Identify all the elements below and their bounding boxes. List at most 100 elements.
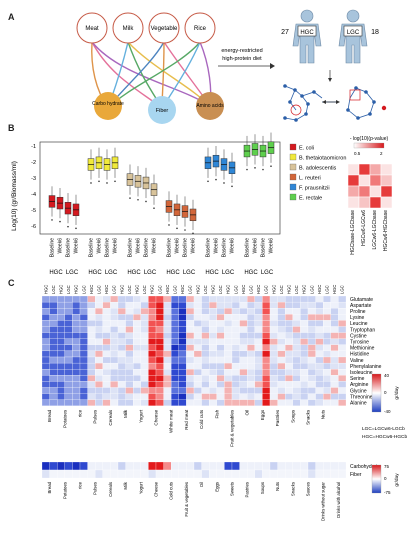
heatmap-cell xyxy=(262,387,271,394)
group-label: HGC xyxy=(150,285,155,294)
heatmap-cell xyxy=(201,344,210,352)
bottom-heatmap-cell xyxy=(323,469,331,479)
heatmap-cell xyxy=(140,344,149,352)
heatmap-cell xyxy=(224,326,233,333)
heatmap-cell xyxy=(125,338,134,345)
group-label: LGC xyxy=(188,285,193,294)
heatmap-cell xyxy=(178,320,187,327)
heatmap-cell xyxy=(285,344,293,352)
heatmap-cell xyxy=(133,326,141,333)
heatmap-cell xyxy=(186,301,195,309)
heatmap-cell xyxy=(254,393,263,400)
heatmap-cell xyxy=(209,326,217,333)
heatmap-cell xyxy=(72,344,81,352)
heatmap-cell xyxy=(338,332,347,339)
heatmap-cell xyxy=(178,375,187,382)
heatmap-cell xyxy=(201,381,210,388)
heatmap-cell xyxy=(117,338,126,345)
heatmap-cell xyxy=(216,338,225,345)
group-label: HGC xyxy=(287,285,292,294)
heatmap-cell xyxy=(262,301,271,309)
heatmap-cell xyxy=(171,356,179,364)
heatmap-cell xyxy=(148,381,157,388)
heat-cell xyxy=(369,185,382,198)
heatmap-cell xyxy=(87,338,96,345)
bottom-heatmap-cell xyxy=(133,469,141,479)
heatmap-cell xyxy=(110,369,119,376)
amino-acid-label: Cystine xyxy=(350,333,367,339)
heatmap-cell xyxy=(307,308,316,315)
heatmap-cell xyxy=(216,399,225,406)
bottom-heatmap-cell xyxy=(178,461,187,471)
heatmap-cell xyxy=(239,393,248,400)
heatmap-cell xyxy=(307,356,316,364)
heatmap-cell xyxy=(285,356,293,364)
heatmap-cell xyxy=(95,393,103,400)
heatmap-cell xyxy=(269,387,278,394)
bottom-food-label: Pulses xyxy=(93,482,98,495)
amino-acid-label: Isoleucine xyxy=(350,370,373,376)
group-label-hgc: HGC xyxy=(49,270,63,276)
bottom-scale-label: gr/day xyxy=(394,473,400,487)
heatmap-cell xyxy=(300,332,309,339)
heatmap-cell xyxy=(140,308,149,315)
heatmap-cell xyxy=(163,375,172,382)
heatmap-cell xyxy=(315,295,324,303)
heatmap-cell xyxy=(201,308,210,315)
heatmap-cell xyxy=(125,399,134,406)
heatmap-cell xyxy=(201,375,210,382)
heatmap-cell xyxy=(330,362,339,370)
heatmap-cell xyxy=(254,338,263,345)
heatmap-cell xyxy=(49,338,58,345)
bottom-heatmap-cell xyxy=(102,461,111,471)
heatmap-cell xyxy=(224,338,233,345)
legend-entry: L. reuteri xyxy=(299,176,321,182)
food-label: Eggs xyxy=(260,409,265,420)
heatmap-cell xyxy=(87,362,96,370)
heatmap-cell xyxy=(300,369,309,376)
heatmap-cell xyxy=(300,362,309,370)
heatmap-cell xyxy=(224,344,233,352)
heatmap-cell xyxy=(117,393,126,400)
heatmap-cell xyxy=(178,295,187,303)
xtick-label: Week6 xyxy=(152,238,158,254)
heatmap-cell xyxy=(315,332,324,339)
heatmap-cell xyxy=(49,356,58,364)
heatmap-cell xyxy=(95,314,103,321)
heatmap-cell xyxy=(231,295,240,303)
heatmap-cell xyxy=(338,356,347,364)
food-label: Yogurt xyxy=(138,409,143,423)
boxplot-outlier xyxy=(98,180,100,183)
heatmap-cell xyxy=(171,387,179,394)
bottom-heatmap-cell xyxy=(171,461,179,471)
heatmap-cell xyxy=(155,332,164,339)
heatmap-cell xyxy=(102,375,111,382)
bottom-heatmap-cell xyxy=(148,461,157,471)
legend-swatch xyxy=(289,143,297,151)
heatmap-cell xyxy=(285,381,293,388)
heatmap-cell xyxy=(49,350,58,358)
heatmap-cell xyxy=(140,314,149,321)
heatmap-cell xyxy=(254,399,263,406)
heatmap-cell xyxy=(323,332,331,339)
group-label: LGC xyxy=(279,285,284,294)
scale-zero: 0 xyxy=(384,390,387,395)
heatmap-cell xyxy=(178,362,187,370)
boxplot-outlier xyxy=(51,219,53,221)
heatmap-cell xyxy=(110,399,119,406)
boxplot-outlier xyxy=(215,178,217,181)
heatmap-cell xyxy=(87,301,96,309)
bottom-heatmap-cell xyxy=(315,461,324,471)
heatmap-cell xyxy=(247,314,255,321)
bottom-heatmap-cell xyxy=(163,461,172,471)
heatmap-cell xyxy=(110,326,119,333)
heatmap-cell xyxy=(292,350,301,358)
heatmap-cell xyxy=(117,344,126,352)
boxplot-outlier xyxy=(106,182,108,184)
heatmap-cell xyxy=(57,308,65,315)
heatmap-cell xyxy=(125,332,134,339)
heatmap-cell xyxy=(201,338,210,345)
heatmap-cell xyxy=(254,301,263,309)
heatmap-cell xyxy=(41,399,50,406)
group-label: HGC xyxy=(332,285,337,294)
